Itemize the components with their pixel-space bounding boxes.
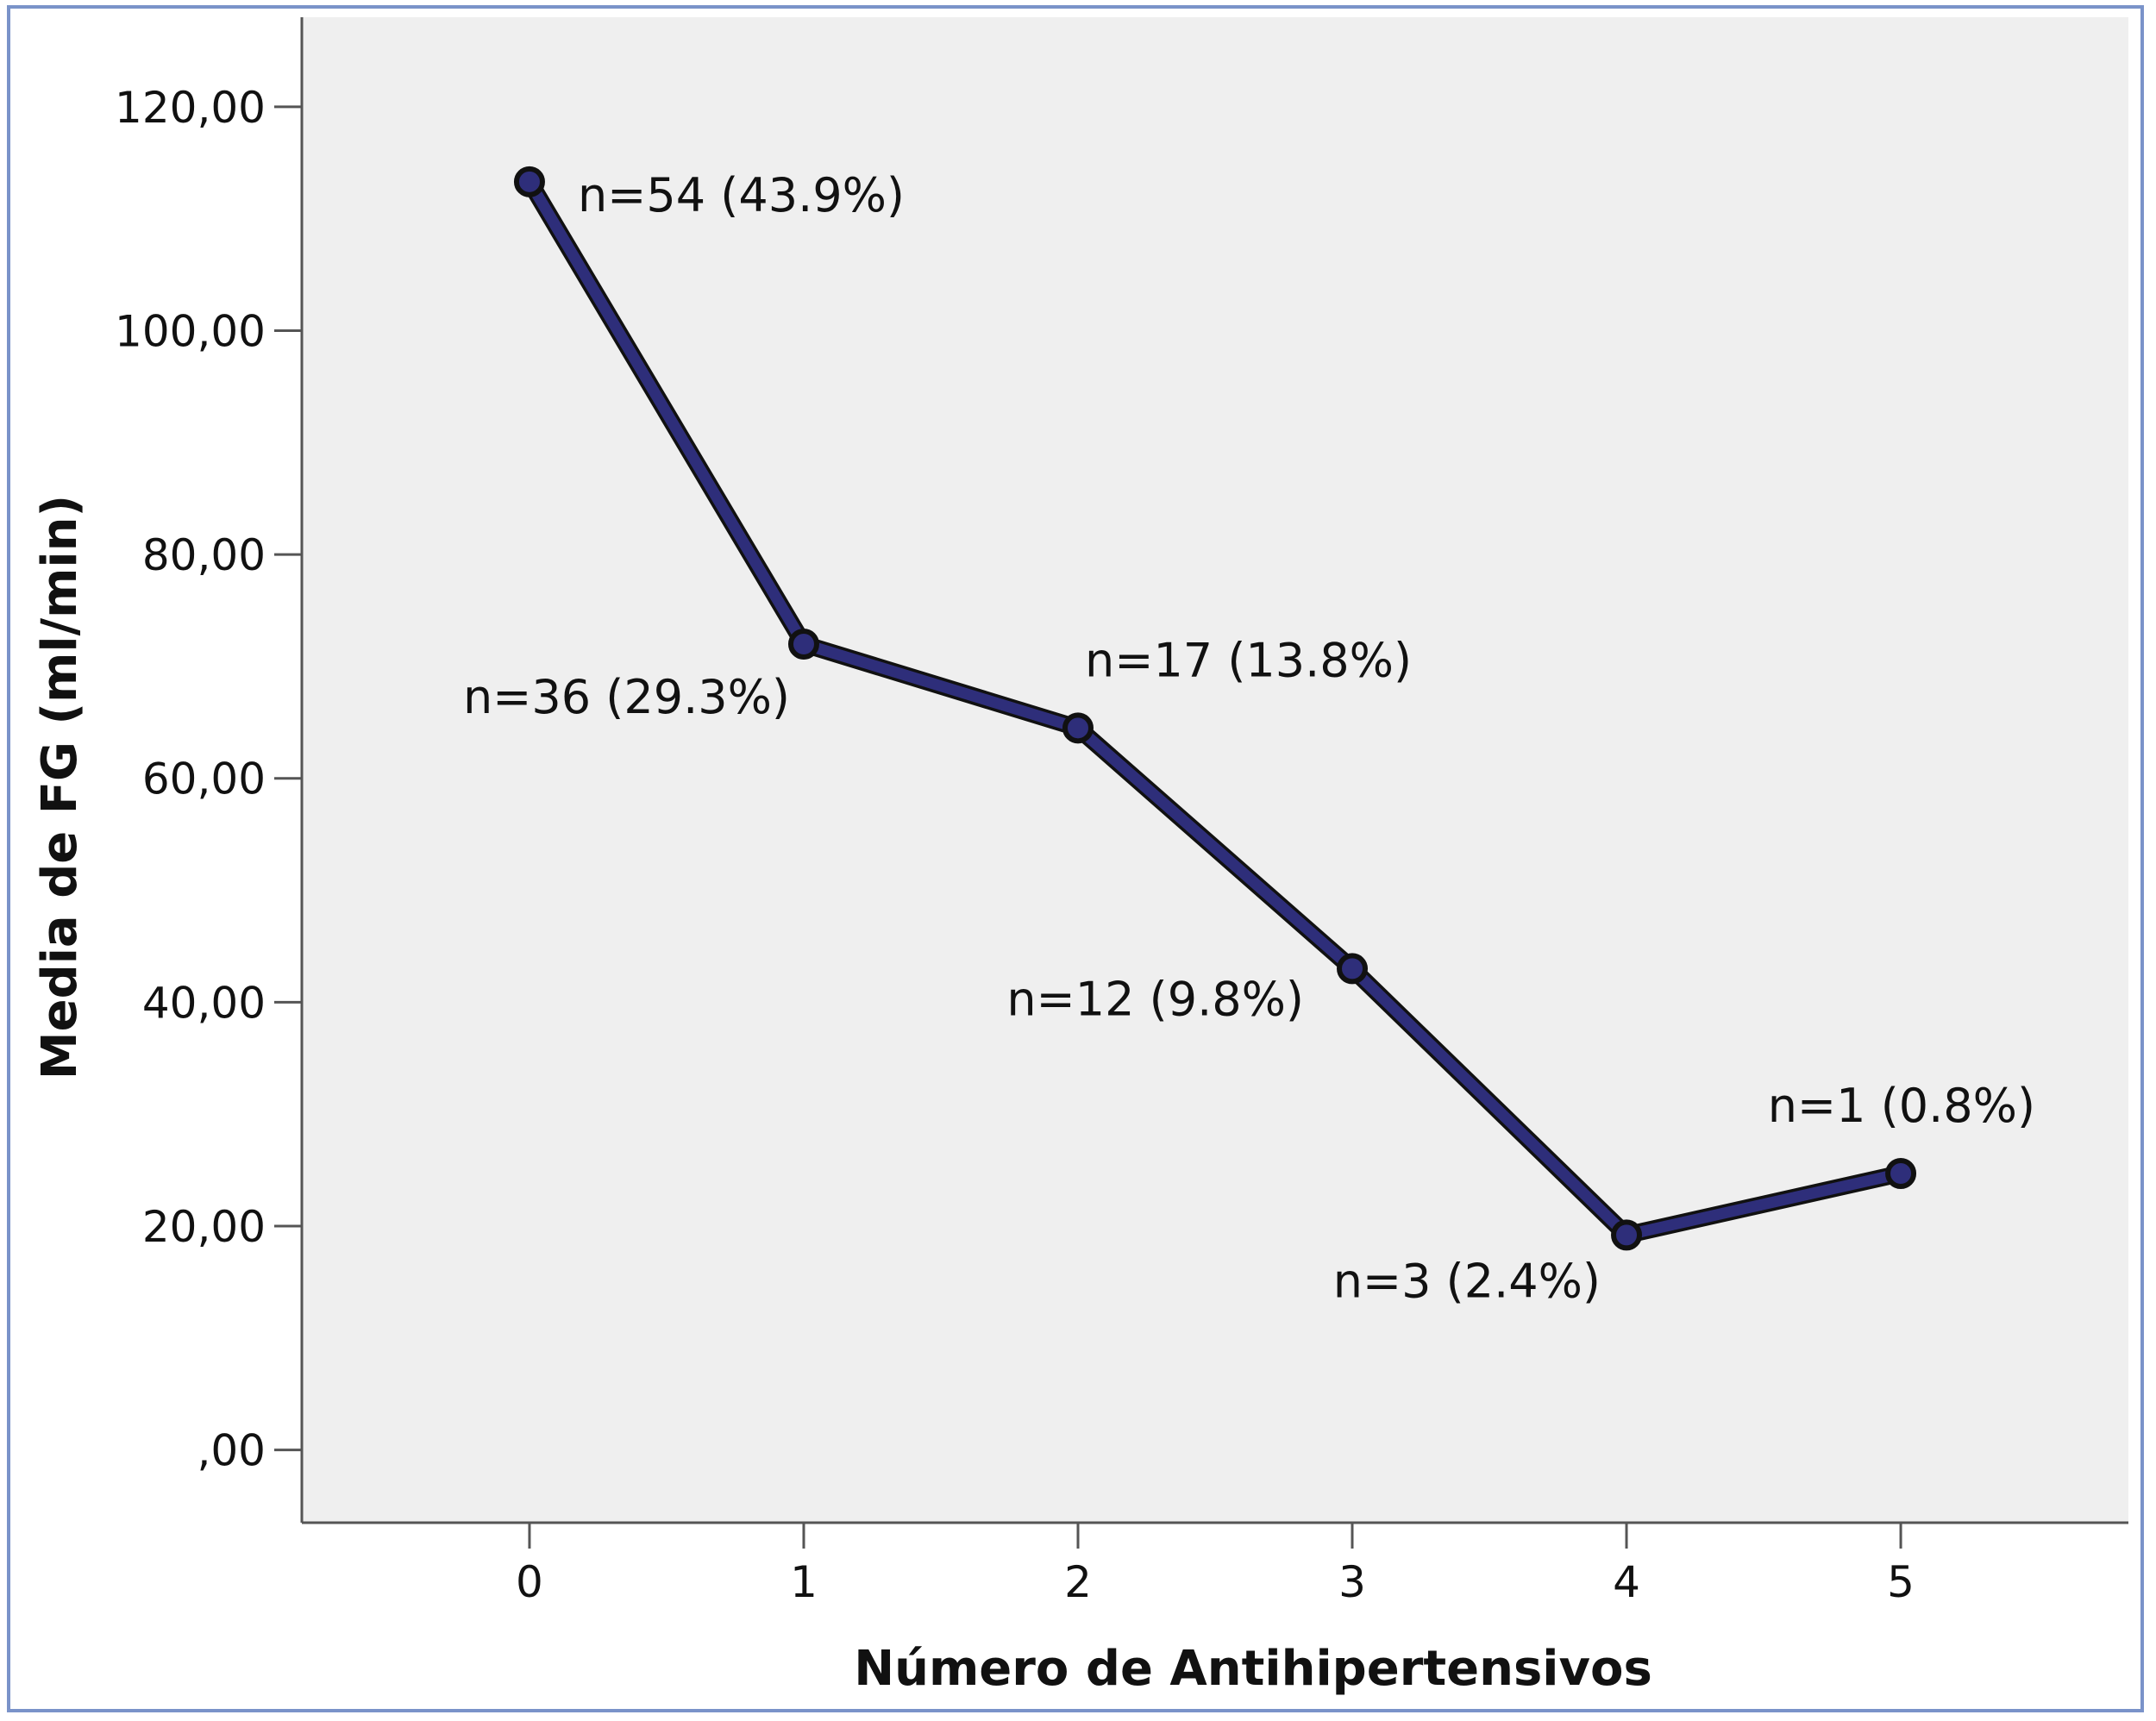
data-point bbox=[787, 628, 819, 660]
y-tick-label: 60,00 bbox=[142, 754, 266, 804]
y-tick-label: 20,00 bbox=[142, 1202, 266, 1252]
data-label: n=1 (0.8%) bbox=[1768, 1079, 2035, 1133]
data-labels: n=54 (43.9%) n=36 (29.3%) n=17 (13.8%) n=12… bbox=[463, 168, 2035, 1309]
y-tick-label: ,00 bbox=[197, 1426, 266, 1476]
y-tick-label: 80,00 bbox=[142, 530, 266, 580]
data-label: n=54 (43.9%) bbox=[578, 168, 905, 222]
x-tick-label: 1 bbox=[790, 1557, 818, 1607]
data-label: n=17 (13.8%) bbox=[1085, 633, 1412, 687]
x-tick-label: 4 bbox=[1613, 1557, 1640, 1607]
data-label: n=12 (9.8%) bbox=[1006, 972, 1304, 1026]
data-point bbox=[1062, 712, 1094, 744]
x-axis-title: Número de Antihipertensivos bbox=[854, 1641, 1652, 1697]
series-layer bbox=[513, 166, 1917, 1251]
data-point bbox=[513, 166, 545, 197]
y-tick-label: 100,00 bbox=[115, 306, 266, 356]
data-label: n=36 (29.3%) bbox=[463, 670, 790, 724]
series-line bbox=[523, 176, 1907, 1241]
y-tick-label: 40,00 bbox=[142, 978, 266, 1028]
data-point bbox=[1885, 1157, 1917, 1189]
x-tick-label: 2 bbox=[1064, 1557, 1092, 1607]
plot-area bbox=[302, 17, 2128, 1523]
x-tick-label: 3 bbox=[1338, 1557, 1366, 1607]
y-tick-label: 120,00 bbox=[115, 83, 266, 133]
data-label: n=3 (2.4%) bbox=[1333, 1254, 1601, 1308]
axes: ,00 20,00 40,00 60,00 80,00 100,00 120,00 0 1 2 3 4… bbox=[115, 17, 2128, 1607]
x-tick-label: 0 bbox=[516, 1557, 543, 1607]
y-axis-title: Media de FG (ml/min) bbox=[32, 495, 88, 1080]
data-point bbox=[1611, 1219, 1643, 1251]
x-tick-label: 5 bbox=[1887, 1557, 1915, 1607]
data-point bbox=[1337, 953, 1369, 985]
